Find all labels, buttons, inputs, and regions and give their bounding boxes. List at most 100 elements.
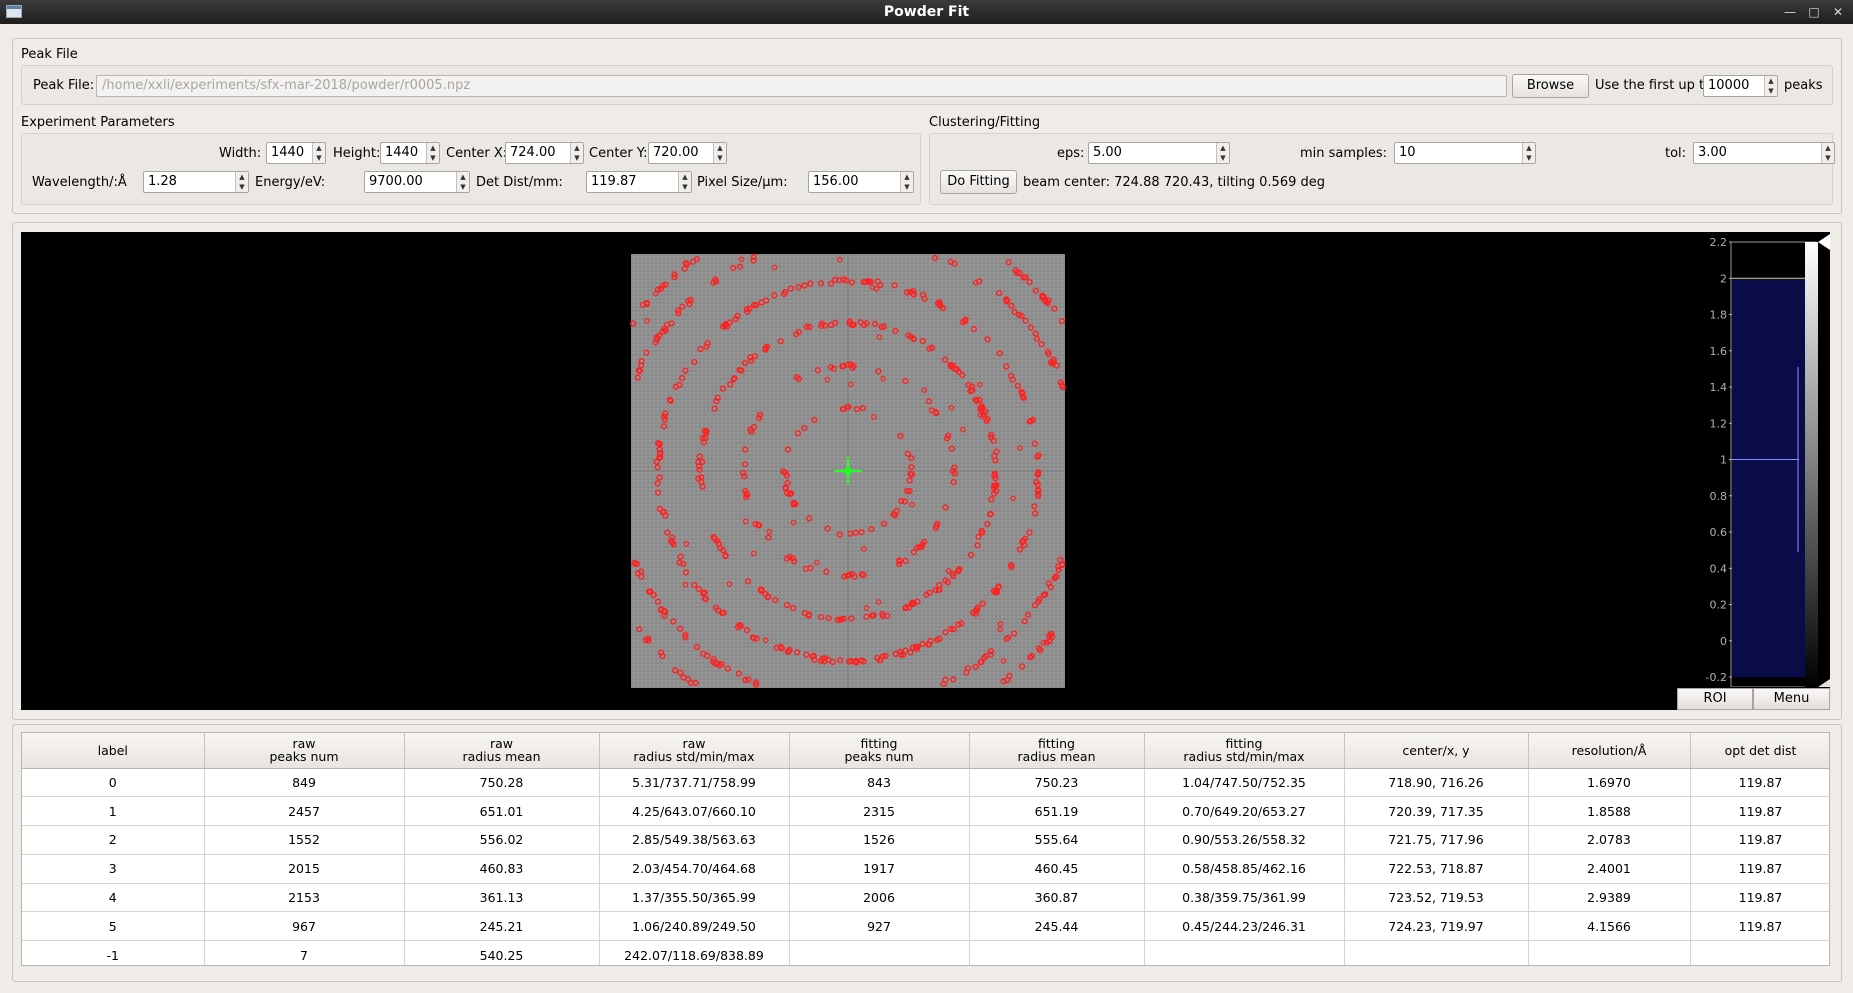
table-cell[interactable]: 2015 xyxy=(204,854,405,884)
table-cell[interactable]: 2.9389 xyxy=(1528,883,1691,913)
do-fitting-button[interactable]: Do Fitting xyxy=(940,170,1017,194)
column-header[interactable]: fitting radius std/min/max xyxy=(1144,733,1345,769)
table-cell[interactable]: 1.06/240.89/249.50 xyxy=(599,911,790,942)
menu-button[interactable]: Menu xyxy=(1753,688,1830,710)
table-cell[interactable]: 718.90, 716.26 xyxy=(1344,768,1529,798)
spin-arrows-icon[interactable]: ▲ ▼ xyxy=(900,172,913,192)
table-cell[interactable]: 5 xyxy=(22,911,205,942)
spin-arrows-icon[interactable]: ▲ ▼ xyxy=(312,143,325,163)
table-cell[interactable]: 119.87 xyxy=(1690,883,1829,913)
table-row[interactable]: 1 2457 651.01 4.25/643.07/660.10 2315 651.19 0… xyxy=(22,796,1829,827)
column-header[interactable]: raw radius std/min/max xyxy=(599,733,790,769)
column-header[interactable]: resolution/Å xyxy=(1528,733,1691,769)
table-cell[interactable]: 360.87 xyxy=(969,883,1145,913)
table-cell[interactable]: 0.38/359.75/361.99 xyxy=(1144,883,1345,913)
table-cell[interactable]: 245.44 xyxy=(969,911,1145,942)
spin-arrows-icon[interactable]: ▲ ▼ xyxy=(1216,143,1229,163)
table-cell[interactable]: 849 xyxy=(204,768,405,798)
maximize-icon[interactable]: □ xyxy=(1808,5,1820,19)
table-cell[interactable]: 2457 xyxy=(204,796,405,827)
spin-arrows-icon[interactable]: ▲ ▼ xyxy=(570,143,583,163)
width-spinbox[interactable]: 1440 ▲ ▼ xyxy=(266,142,326,164)
spin-arrows-icon[interactable]: ▲ ▼ xyxy=(713,143,726,163)
tol-spinbox[interactable]: 3.00 ▲ ▼ xyxy=(1693,142,1835,164)
table-cell[interactable]: 1.04/747.50/752.35 xyxy=(1144,768,1345,798)
table-cell[interactable] xyxy=(1690,940,1829,965)
gradient-bottom-handle-icon[interactable] xyxy=(1818,679,1830,687)
gradient-top-handle-icon[interactable] xyxy=(1818,234,1830,250)
histogram-lut[interactable]: 2.2 2 1.8 1.6 1.4 1.2 1 0.8 0.6 0.4 0.2 0 -0.2 xyxy=(1681,232,1830,687)
spin-arrows-icon[interactable]: ▲ ▼ xyxy=(1821,143,1834,163)
table-cell[interactable]: 4.25/643.07/660.10 xyxy=(599,796,790,827)
gradient-bar[interactable] xyxy=(1805,242,1818,687)
table-cell[interactable]: 967 xyxy=(204,911,405,942)
table-cell[interactable]: 119.87 xyxy=(1690,768,1829,798)
table-cell[interactable]: 2006 xyxy=(789,883,970,913)
table-cell[interactable]: 2.03/454.70/464.68 xyxy=(599,854,790,884)
table-cell[interactable]: 2153 xyxy=(204,883,405,913)
table-cell[interactable]: 3 xyxy=(22,854,205,884)
det-dist-spinbox[interactable]: 119.87 ▲ ▼ xyxy=(586,171,692,193)
roi-button[interactable]: ROI xyxy=(1677,688,1753,710)
table-cell[interactable]: 0.90/553.26/558.32 xyxy=(1144,825,1345,855)
table-row[interactable]: -1 7 540.25 242.07/118.69/838.89 xyxy=(22,940,1829,965)
table-cell[interactable]: 119.87 xyxy=(1690,854,1829,884)
histogram-region[interactable] xyxy=(1732,278,1805,678)
column-header[interactable]: raw peaks num xyxy=(204,733,405,769)
column-header[interactable]: fitting peaks num xyxy=(789,733,970,769)
column-header[interactable]: center/x, y xyxy=(1344,733,1529,769)
table-cell[interactable]: 555.64 xyxy=(969,825,1145,855)
table-cell[interactable] xyxy=(1528,940,1691,965)
peak-file-path-field[interactable]: /home/xxli/experiments/sfx-mar-2018/powd… xyxy=(96,75,1507,97)
table-cell[interactable]: 651.01 xyxy=(404,796,600,827)
spin-arrows-icon[interactable]: ▲ ▼ xyxy=(426,143,439,163)
center-x-spinbox[interactable]: 724.00 ▲ ▼ xyxy=(505,142,584,164)
table-cell[interactable]: 361.13 xyxy=(404,883,600,913)
pixel-size-spinbox[interactable]: 156.00 ▲ ▼ xyxy=(808,171,914,193)
table-cell[interactable]: 0.70/649.20/653.27 xyxy=(1144,796,1345,827)
table-cell[interactable]: 724.23, 719.97 xyxy=(1344,911,1529,942)
table-row[interactable]: 2 1552 556.02 2.85/549.38/563.63 1526 555.64 0… xyxy=(22,825,1829,855)
table-cell[interactable]: 721.75, 717.96 xyxy=(1344,825,1529,855)
table-cell[interactable] xyxy=(1144,940,1345,965)
column-header[interactable]: raw radius mean xyxy=(404,733,600,769)
table-cell[interactable]: 1.6970 xyxy=(1528,768,1691,798)
table-cell[interactable]: 7 xyxy=(204,940,405,965)
spin-arrows-icon[interactable]: ▲ ▼ xyxy=(456,172,469,192)
table-cell[interactable]: 540.25 xyxy=(404,940,600,965)
wavelength-spinbox[interactable]: 1.28 ▲ ▼ xyxy=(143,171,249,193)
table-cell[interactable]: -1 xyxy=(22,940,205,965)
table-row[interactable]: 3 2015 460.83 2.03/454.70/464.68 1917 460.45 0… xyxy=(22,854,1829,884)
close-icon[interactable]: ✕ xyxy=(1832,5,1844,19)
table-cell[interactable]: 556.02 xyxy=(404,825,600,855)
table-cell[interactable]: 750.28 xyxy=(404,768,600,798)
table-cell[interactable]: 1552 xyxy=(204,825,405,855)
table-cell[interactable]: 720.39, 717.35 xyxy=(1344,796,1529,827)
table-row[interactable]: 4 2153 361.13 1.37/355.50/365.99 2006 360.87 0… xyxy=(22,883,1829,913)
table-row[interactable]: 0 849 750.28 5.31/737.71/758.99 843 750.23 1.0… xyxy=(22,768,1829,798)
table-cell[interactable] xyxy=(789,940,970,965)
table-cell[interactable]: 2.85/549.38/563.63 xyxy=(599,825,790,855)
spin-arrows-icon[interactable]: ▲ ▼ xyxy=(235,172,248,192)
column-header[interactable]: fitting radius mean xyxy=(969,733,1145,769)
table-cell[interactable]: 4.1566 xyxy=(1528,911,1691,942)
table-cell[interactable]: 119.87 xyxy=(1690,825,1829,855)
browse-button[interactable]: Browse xyxy=(1512,74,1589,98)
table-cell[interactable]: 0.45/244.23/246.31 xyxy=(1144,911,1345,942)
detector-image[interactable] xyxy=(21,232,1681,710)
minimize-icon[interactable]: — xyxy=(1784,5,1796,19)
table-cell[interactable] xyxy=(969,940,1145,965)
table-cell[interactable]: 119.87 xyxy=(1690,796,1829,827)
table-cell[interactable]: 2.4001 xyxy=(1528,854,1691,884)
table-cell[interactable]: 0 xyxy=(22,768,205,798)
table-cell[interactable]: 2315 xyxy=(789,796,970,827)
image-viewer[interactable]: 2.2 2 1.8 1.6 1.4 1.2 1 0.8 0.6 0.4 0.2 0 -0.2 ROI M… xyxy=(21,232,1830,710)
table-cell[interactable]: 460.45 xyxy=(969,854,1145,884)
column-header[interactable]: opt det dist xyxy=(1690,733,1829,769)
results-table-container[interactable]: label raw peaks num raw radius mean raw rad… xyxy=(21,732,1830,966)
table-cell[interactable]: 1.37/355.50/365.99 xyxy=(599,883,790,913)
spin-arrows-icon[interactable]: ▲ ▼ xyxy=(1764,76,1777,96)
spin-arrows-icon[interactable]: ▲ ▼ xyxy=(678,172,691,192)
table-cell[interactable]: 4 xyxy=(22,883,205,913)
table-cell[interactable]: 1917 xyxy=(789,854,970,884)
